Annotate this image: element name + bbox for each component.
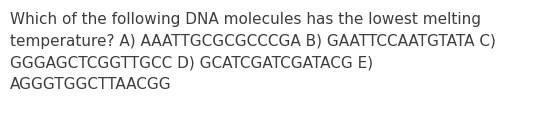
- Text: Which of the following DNA molecules has the lowest melting
temperature? A) AAAT: Which of the following DNA molecules has…: [10, 12, 496, 92]
